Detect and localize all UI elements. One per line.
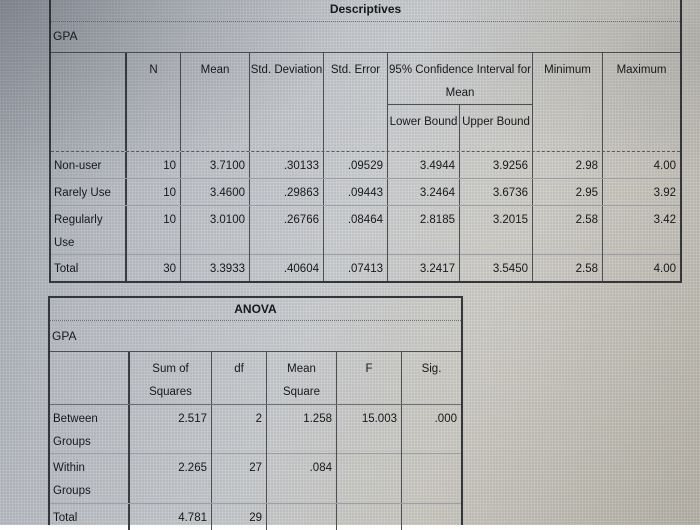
cell-n: 10 [127, 152, 181, 178]
cell-minimum: 2.58 [533, 255, 603, 281]
column-header-df: df [212, 352, 267, 404]
column-header-ci-group: 95% Confidence Interval for Mean [388, 53, 533, 105]
cell-mean: 3.3933 [181, 255, 250, 281]
column-header-lower-bound: Lower Bound [388, 105, 460, 151]
group-label-text: Rarely Use [54, 187, 111, 199]
column-header-minimum: Minimum [533, 53, 603, 151]
cell-f [337, 454, 402, 503]
cell-lower-bound: 3.4944 [388, 152, 460, 178]
cell-maximum: 4.00 [653, 263, 676, 275]
column-header-sig: Sig. [421, 363, 442, 375]
source-label-text: Between Groups [53, 413, 98, 448]
table-row: Within Groups 2.265 27 .084 [50, 453, 461, 503]
cell-sig: .000 [434, 413, 457, 425]
column-header-sum-of-squares: Sum of Squares [130, 352, 212, 404]
cell-sum-of-squares: 4.781 [130, 504, 212, 530]
anova-header-row: Sum of Squares df Mean Square F Sig. [50, 352, 461, 405]
cell-upper-bound: 3.5450 [460, 255, 533, 281]
descriptives-variable-label: GPA [51, 22, 680, 53]
source-label-text: Within Groups [53, 462, 91, 497]
cell-mean-square: .084 [267, 454, 337, 503]
anova-title: ANOVA [50, 298, 461, 321]
cell-df: 29 [212, 504, 267, 530]
cell-std-deviation: .26766 [250, 206, 324, 255]
column-header-std-error: Std. Error [324, 53, 388, 151]
column-header-rowlabels [50, 352, 130, 404]
cell-upper-bound: 3.9256 [460, 152, 533, 178]
cell-upper-bound: 3.2015 [460, 206, 533, 255]
cell-lower-bound: 3.2417 [388, 255, 460, 281]
cell-df: 27 [212, 454, 267, 503]
group-label-text: Total [54, 263, 79, 275]
cell-source-label: Total [50, 504, 130, 530]
cell-upper-bound: 3.6736 [460, 179, 533, 205]
cell-group-label: Total [51, 255, 127, 281]
cell-source-label: Within Groups [50, 454, 130, 503]
column-header-mean: Mean [181, 53, 250, 151]
column-header-n: N [127, 53, 181, 151]
column-header-maximum: Maximum [616, 64, 667, 76]
descriptives-table: Descriptives GPA N Mean Std. Deviation S… [49, 0, 682, 283]
descriptives-title: Descriptives [51, 0, 680, 22]
cell-group-label: Rarely Use [51, 179, 127, 205]
table-row: Non-user 10 3.7100 .30133 .09529 3.4944 … [51, 152, 680, 178]
cell-group-label: Regularly Use [51, 206, 127, 255]
cell-mean-square: 1.258 [267, 405, 337, 454]
cell-f: 15.003 [337, 405, 402, 454]
cell-n: 10 [127, 206, 181, 255]
column-header-mean-square: Mean Square [267, 352, 337, 404]
cell-lower-bound: 2.8185 [388, 206, 460, 255]
table-row: Total 4.781 29 [50, 503, 461, 530]
cell-minimum: 2.98 [533, 152, 603, 178]
cell-std-error: .07413 [324, 255, 388, 281]
cell-minimum: 2.58 [533, 206, 603, 255]
cell-std-error: .08464 [324, 206, 388, 255]
cell-mean: 3.7100 [181, 152, 250, 178]
cell-std-error: .09529 [324, 152, 388, 178]
column-header-f: F [337, 352, 402, 404]
cell-sig [402, 504, 461, 530]
source-label-text: Total [53, 512, 78, 524]
cell-maximum: 3.92 [653, 187, 676, 199]
cell-mean-square [267, 504, 337, 530]
cell-n: 10 [127, 179, 181, 205]
cell-std-deviation: .40604 [250, 255, 324, 281]
cell-lower-bound: 3.2464 [388, 179, 460, 205]
table-row: Between Groups 2.517 2 1.258 15.003 .000 [50, 405, 461, 454]
table-row: Rarely Use 10 3.4600 .29863 .09443 3.246… [51, 178, 680, 205]
cell-f [337, 504, 402, 530]
cell-minimum: 2.95 [533, 179, 603, 205]
cell-std-deviation: .30133 [250, 152, 324, 178]
cell-mean: 3.4600 [181, 179, 250, 205]
cell-source-label: Between Groups [50, 405, 130, 454]
cell-group-label: Non-user [51, 152, 127, 178]
column-header-rowlabels [51, 53, 127, 151]
anova-table: ANOVA GPA Sum of Squares df Mean Square … [48, 296, 463, 530]
group-label-text: Non-user [54, 160, 102, 172]
table-row: Total 30 3.3933 .40604 .07413 3.2417 3.5… [51, 254, 680, 281]
cell-n: 30 [127, 255, 181, 281]
cell-std-error: .09443 [324, 179, 388, 205]
column-header-upper-bound: Upper Bound [460, 105, 533, 151]
cell-sig [402, 454, 461, 503]
cell-df: 2 [212, 405, 267, 454]
column-header-std-deviation: Std. Deviation [250, 53, 324, 151]
anova-variable-label: GPA [50, 321, 461, 352]
cell-maximum: 4.00 [653, 160, 676, 172]
cell-maximum: 3.42 [653, 214, 676, 226]
cell-std-deviation: .29863 [250, 179, 324, 205]
cell-sum-of-squares: 2.517 [130, 405, 212, 454]
table-row: Regularly Use 10 3.0100 .26766 .08464 2.… [51, 205, 680, 255]
cell-mean: 3.0100 [181, 206, 250, 255]
group-label-text: Regularly Use [54, 214, 103, 249]
cell-sum-of-squares: 2.265 [130, 454, 212, 503]
descriptives-header-row: N Mean Std. Deviation Std. Error 95% Con… [51, 53, 680, 152]
